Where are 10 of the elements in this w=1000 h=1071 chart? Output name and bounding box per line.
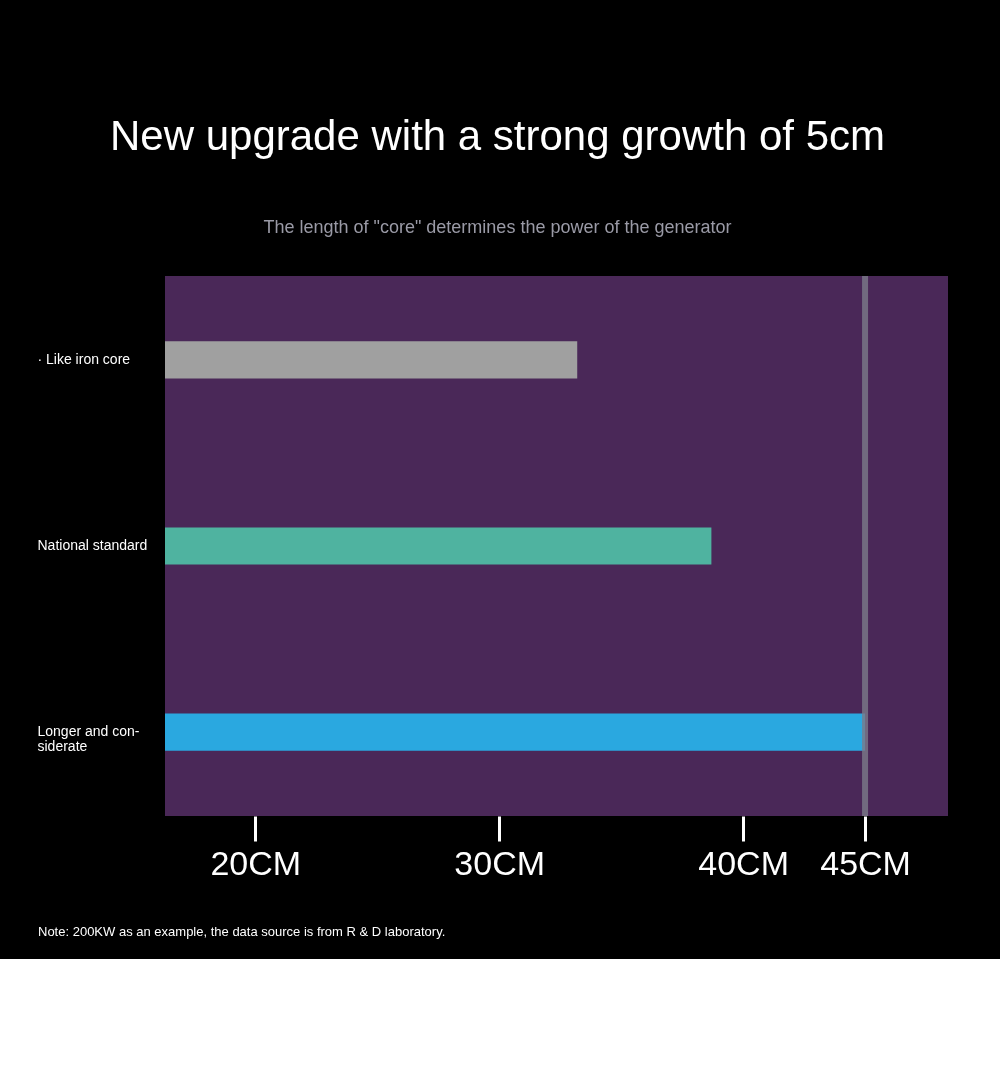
chart-title: New upgrade with a strong growth of 5cm (109, 112, 886, 159)
x-tick-label: 30CM (454, 843, 546, 882)
x-tick-label: 40CM (698, 843, 789, 882)
y-tick-label: · Like iron core (37, 350, 131, 367)
text: Note: 200KW as an example, the data source is from R & D laboratory. (38, 924, 446, 939)
chart-subtitle: The length of "core" determines the power of the generator (263, 217, 732, 237)
y-tick-label: National standard (37, 537, 148, 553)
x-tick-label: 45CM (820, 843, 911, 882)
x-tick-label: 20CM (210, 843, 302, 882)
y-tick-label: Longer and con- siderate (37, 723, 140, 755)
